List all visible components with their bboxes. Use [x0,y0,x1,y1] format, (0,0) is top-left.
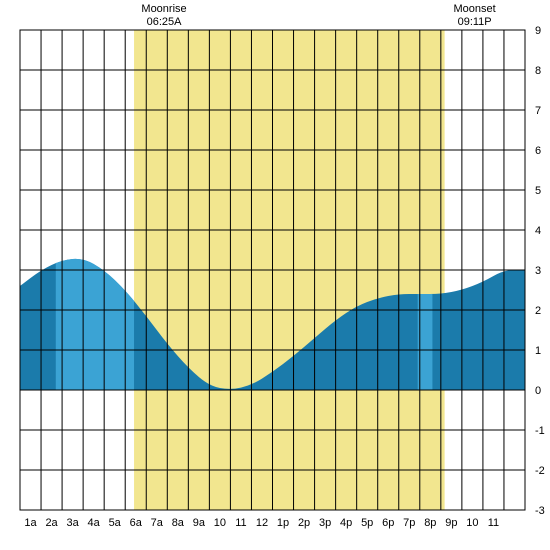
x-tick-label: 10 [214,517,226,529]
y-tick-label: -2 [535,465,545,477]
y-tick-label: -3 [535,505,545,517]
x-tick-label: 3p [319,517,331,529]
y-tick-label: 8 [535,65,541,77]
x-tick-label: 4a [88,517,101,529]
y-tick-label: 4 [535,225,541,237]
x-tick-label: 1a [24,517,37,529]
y-tick-label: 3 [535,265,541,277]
x-tick-label: 9a [193,517,206,529]
y-tick-label: 7 [535,105,541,117]
moonset-time: 09:11P [458,16,492,28]
x-tick-label: 5p [361,517,373,529]
moonrise-label: Moonrise [141,3,186,15]
x-tick-label: 1p [277,517,289,529]
x-tick-label: 6p [382,517,394,529]
x-tick-label: 9p [445,517,457,529]
x-tick-label: 2p [298,517,310,529]
x-tick-label: 6a [130,517,143,529]
y-tick-label: -1 [535,425,545,437]
chart-svg: 1a2a3a4a5a6a7a8a9a1011121p2p3p4p5p6p7p8p… [0,0,550,550]
tide-chart: 1a2a3a4a5a6a7a8a9a1011121p2p3p4p5p6p7p8p… [0,0,550,550]
x-tick-label: 7p [403,517,415,529]
y-tick-label: 2 [535,305,541,317]
moonset-label: Moonset [454,3,496,15]
x-tick-label: 8p [424,517,436,529]
x-tick-label: 7a [151,517,164,529]
y-tick-label: 6 [535,145,541,157]
y-tick-label: 0 [535,385,541,397]
x-tick-label: 10 [466,517,478,529]
moonrise-time: 06:25A [147,16,183,28]
y-tick-label: 5 [535,185,541,197]
x-tick-label: 11 [488,517,499,529]
x-tick-label: 4p [340,517,352,529]
x-tick-label: 5a [109,517,122,529]
y-tick-label: 1 [535,345,541,357]
x-tick-label: 12 [256,517,268,529]
x-tick-label: 8a [172,517,185,529]
x-tick-label: 2a [45,517,58,529]
x-tick-label: 11 [235,517,246,529]
y-tick-label: 9 [535,25,541,37]
x-tick-label: 3a [66,517,79,529]
